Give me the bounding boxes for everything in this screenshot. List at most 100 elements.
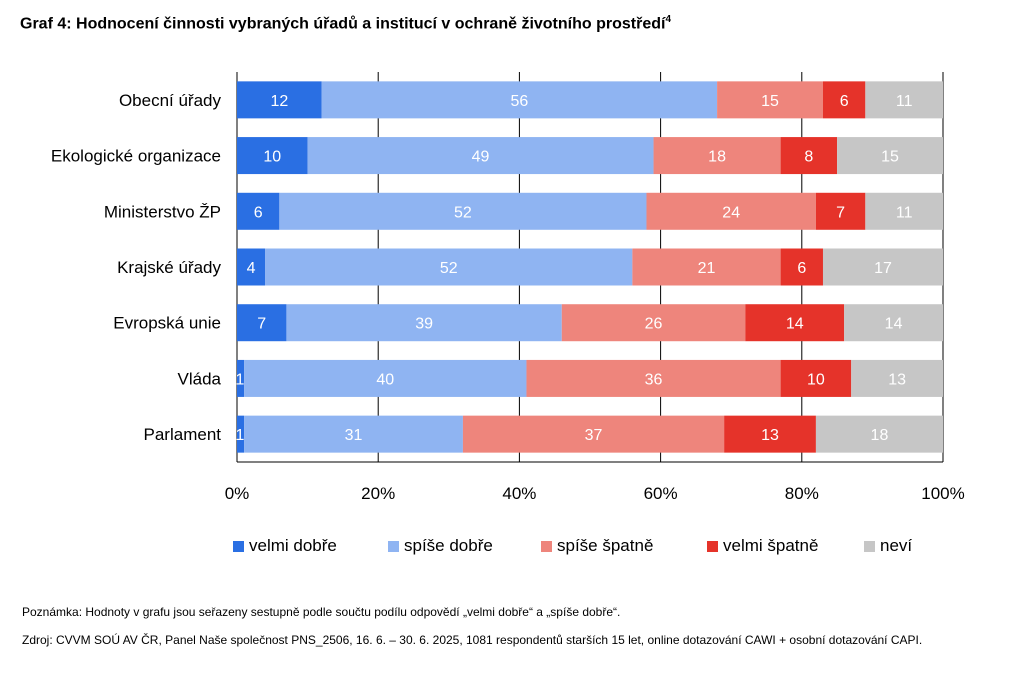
legend-item: velmi dobře bbox=[233, 536, 337, 556]
data-label: 7 bbox=[836, 204, 845, 221]
x-tick-label: 20% bbox=[361, 484, 395, 503]
data-label: 52 bbox=[454, 204, 472, 221]
data-label: 31 bbox=[345, 427, 363, 444]
bar-segment bbox=[646, 192, 816, 230]
data-label: 13 bbox=[888, 371, 906, 388]
legend-item: spíše dobře bbox=[388, 536, 493, 556]
data-label: 10 bbox=[807, 371, 825, 388]
title-footnote-marker: 4 bbox=[665, 14, 671, 25]
note-text: Poznámka: Hodnoty v grafu jsou seřazeny … bbox=[22, 605, 621, 619]
legend-swatch bbox=[864, 540, 875, 552]
legend-swatch bbox=[388, 540, 399, 552]
bar-segment bbox=[237, 137, 308, 175]
category-label: Evropská unie bbox=[113, 314, 221, 333]
data-label: 26 bbox=[645, 316, 663, 333]
data-label: 6 bbox=[254, 204, 263, 221]
bar-segment bbox=[265, 248, 633, 286]
bar-segment bbox=[653, 137, 781, 175]
bar-segments bbox=[237, 81, 943, 453]
data-label: 24 bbox=[722, 204, 740, 221]
x-tick-label: 100% bbox=[921, 484, 964, 503]
x-tick-labels: 0% 20% 40% 60% 80% 100% bbox=[225, 484, 965, 503]
legend-item: velmi špatně bbox=[707, 536, 818, 556]
legend-swatch bbox=[233, 540, 244, 552]
legend-swatch bbox=[541, 540, 552, 552]
bar-segment bbox=[780, 359, 852, 397]
data-label: 18 bbox=[708, 149, 726, 166]
data-label: 40 bbox=[376, 371, 394, 388]
bar-segment bbox=[237, 192, 280, 230]
bar-segment bbox=[286, 304, 562, 342]
bar-segment bbox=[237, 359, 245, 397]
legend-item: neví bbox=[864, 536, 912, 556]
bar-segment bbox=[321, 81, 718, 119]
x-tick-label: 0% bbox=[225, 484, 250, 503]
bar-segment bbox=[462, 415, 725, 453]
bar-segment bbox=[837, 137, 943, 175]
data-label: 37 bbox=[585, 427, 603, 444]
bar-segment bbox=[724, 415, 816, 453]
category-label: Ministerstvo ŽP bbox=[104, 202, 221, 221]
category-label: Parlament bbox=[144, 425, 222, 444]
bar-segment bbox=[561, 304, 746, 342]
bar-segment bbox=[815, 192, 866, 230]
data-label: 1 bbox=[236, 371, 245, 388]
category-label: Ekologické organizace bbox=[51, 147, 221, 166]
legend-label: velmi špatně bbox=[723, 536, 819, 555]
category-label: Vláda bbox=[178, 369, 222, 388]
data-label: 15 bbox=[881, 149, 899, 166]
data-label: 10 bbox=[263, 149, 281, 166]
bar-segment bbox=[237, 415, 245, 453]
data-label: 4 bbox=[247, 260, 256, 277]
data-label: 18 bbox=[871, 427, 889, 444]
legend-label: velmi dobře bbox=[249, 536, 337, 555]
bar-segment bbox=[237, 304, 287, 342]
bar-segment bbox=[237, 81, 322, 119]
x-tick-label: 80% bbox=[785, 484, 819, 503]
data-label: 1 bbox=[236, 427, 245, 444]
data-label: 11 bbox=[896, 93, 913, 110]
bar-segment bbox=[237, 248, 266, 286]
bar-segment bbox=[865, 81, 943, 119]
category-label: Krajské úřady bbox=[117, 258, 221, 277]
chart-title: Graf 4: Hodnocení činnosti vybraných úřa… bbox=[20, 14, 671, 33]
data-label: 6 bbox=[840, 93, 849, 110]
legend-swatch bbox=[707, 540, 718, 552]
data-label: 49 bbox=[472, 149, 490, 166]
bar-segment bbox=[822, 81, 866, 119]
data-label: 56 bbox=[511, 93, 529, 110]
legend-label: neví bbox=[880, 536, 913, 555]
bar-segment bbox=[865, 192, 943, 230]
bar-segment bbox=[780, 137, 838, 175]
data-label: 12 bbox=[270, 93, 288, 110]
bar-segment bbox=[717, 81, 823, 119]
category-labels: Obecní úřady Ekologické organizace Ministe… bbox=[51, 91, 222, 444]
bar-segment bbox=[244, 415, 463, 453]
source-text: Zdroj: CVVM SOÚ AV ČR, Panel Naše společ… bbox=[22, 633, 923, 647]
legend: velmi dobře spíše dobře spíše špatně velmi … bbox=[0, 536, 1024, 560]
data-label: 52 bbox=[440, 260, 458, 277]
data-label: 39 bbox=[415, 316, 433, 333]
data-label: 6 bbox=[797, 260, 806, 277]
bar-segment bbox=[822, 248, 943, 286]
data-label: 36 bbox=[645, 371, 663, 388]
data-label: 14 bbox=[786, 316, 804, 333]
bar-segment bbox=[307, 137, 654, 175]
data-label: 14 bbox=[885, 316, 903, 333]
bar-segment bbox=[844, 304, 943, 342]
data-label: 15 bbox=[761, 93, 779, 110]
bar-segment bbox=[279, 192, 647, 230]
bar-segment bbox=[632, 248, 781, 286]
data-label: 17 bbox=[874, 260, 892, 277]
data-label: 13 bbox=[761, 427, 779, 444]
data-label: 21 bbox=[698, 260, 716, 277]
bar-segment bbox=[244, 359, 527, 397]
category-label: Obecní úřady bbox=[119, 91, 222, 110]
data-label: 11 bbox=[896, 204, 913, 221]
bar-segment bbox=[851, 359, 943, 397]
x-tick-label: 40% bbox=[502, 484, 536, 503]
legend-item: spíše špatně bbox=[541, 536, 653, 556]
data-label: 8 bbox=[804, 149, 813, 166]
